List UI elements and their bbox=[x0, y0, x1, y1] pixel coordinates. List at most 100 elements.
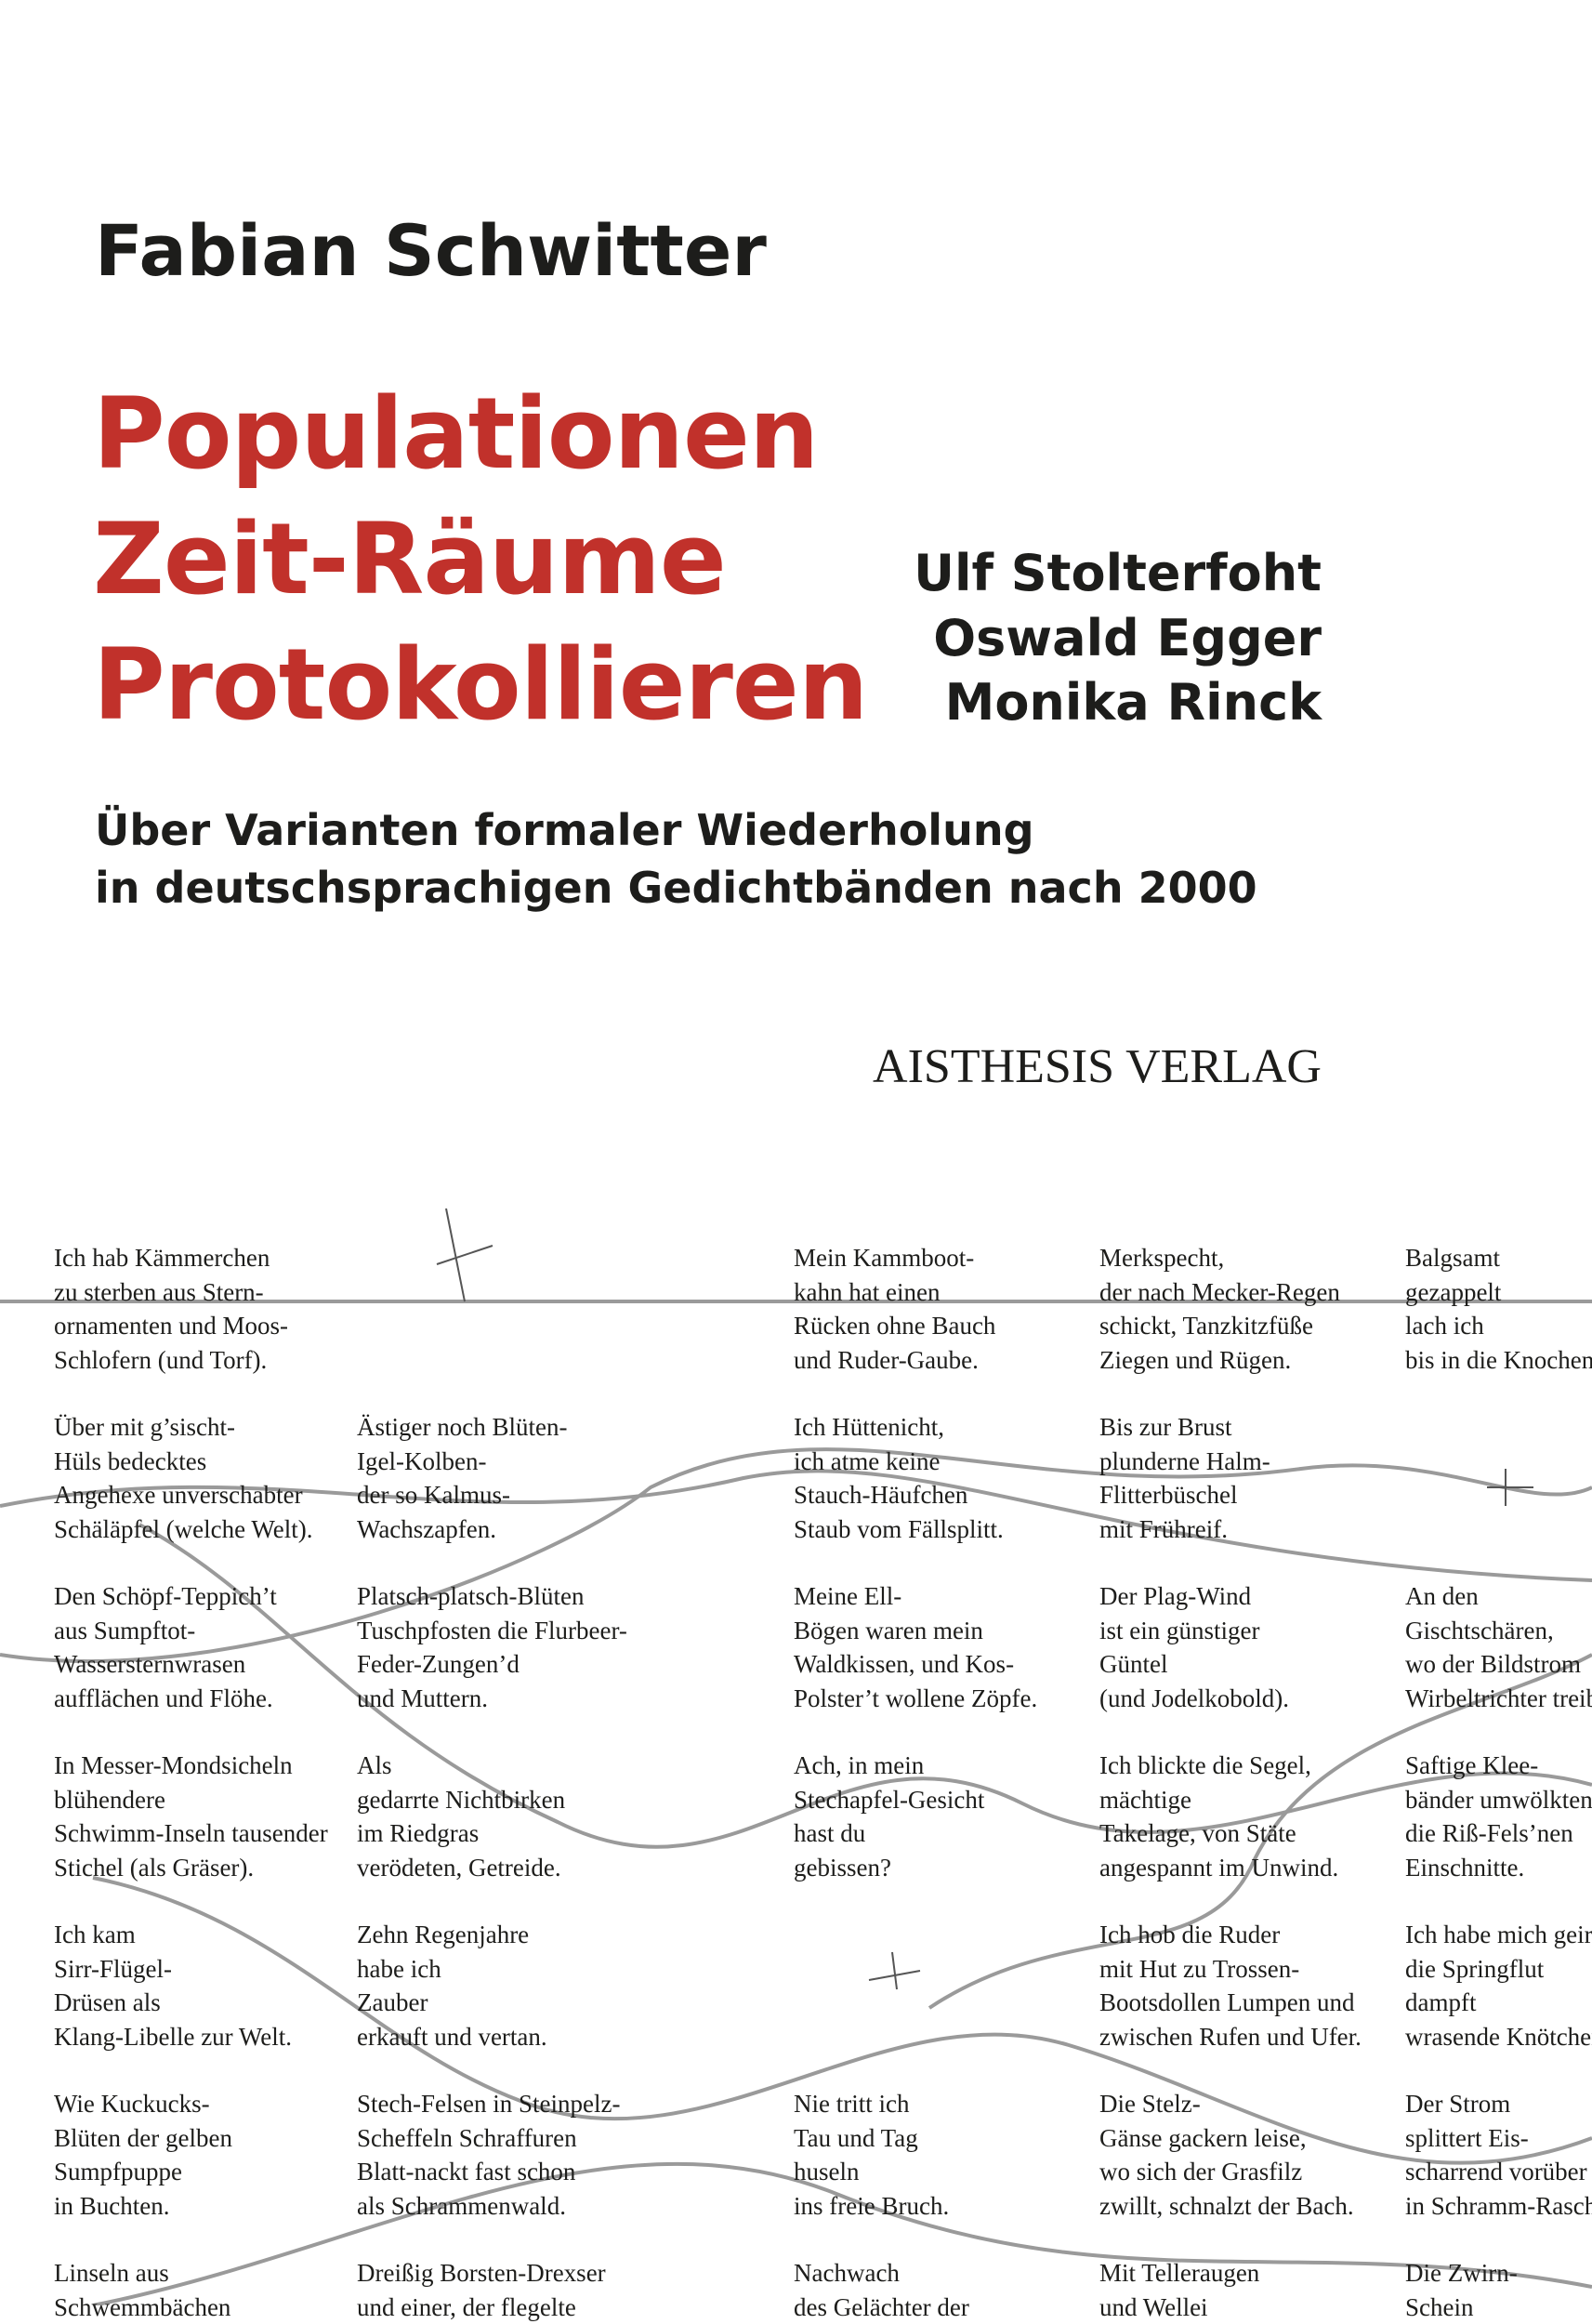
verse-line: Schein bbox=[1405, 2291, 1518, 2324]
verse-line: Stichel (als Gräser). bbox=[54, 1851, 328, 1885]
verse-line: Ich hob die Ruder bbox=[1099, 1918, 1362, 1952]
verse-line: Angehexe unverschabter bbox=[54, 1478, 312, 1512]
verse-line: Zauber bbox=[357, 1986, 547, 2020]
verse-line: Ich kam bbox=[54, 1918, 292, 1952]
verse-line: Ich Hüttenicht, bbox=[794, 1410, 1004, 1445]
verse-line: In Messer-Mondsicheln bbox=[54, 1749, 328, 1783]
verse-line: Hüls bedecktes bbox=[54, 1445, 312, 1479]
verse-line: in Schramm-Rasch bbox=[1405, 2189, 1592, 2224]
verse-line: Dreißig Borsten-Drexser bbox=[357, 2256, 606, 2291]
verse-line: Die Zwirn- bbox=[1405, 2256, 1518, 2291]
verse-line: zu sterben aus Stern- bbox=[54, 1275, 288, 1310]
verse-line: Nie tritt ich bbox=[794, 2087, 949, 2121]
verse-line: habe ich bbox=[357, 1952, 547, 1987]
verse-line: der so Kalmus- bbox=[357, 1478, 567, 1512]
verse-line: Wirbeltrichter treib bbox=[1405, 1682, 1592, 1716]
verse-line: schickt, Tanzkitzfüße bbox=[1099, 1309, 1340, 1343]
glyph bbox=[1487, 1469, 1533, 1506]
stanza: Stech-Felsen in Steinpelz-Scheffeln Schr… bbox=[357, 2087, 620, 2223]
verse-line: bis in die Knochen bbox=[1405, 1343, 1592, 1378]
stanza: Ästiger noch Blüten-Igel-Kolben-der so K… bbox=[357, 1410, 567, 1546]
verse-line: Scheffeln Schraffuren bbox=[357, 2121, 620, 2156]
verse-line: Bis zur Brust bbox=[1099, 1410, 1270, 1445]
verse-line: Die Stelz- bbox=[1099, 2087, 1354, 2121]
stanza: Die Stelz-Gänse gackern leise,wo sich de… bbox=[1099, 2087, 1354, 2223]
verse-line: als Schrammenwald. bbox=[357, 2189, 620, 2224]
verse-line: Takelage, von Stäte bbox=[1099, 1816, 1338, 1851]
verse-line: Der Plag-Wind bbox=[1099, 1579, 1289, 1614]
verse-line: ins freie Bruch. bbox=[794, 2189, 949, 2224]
verse-line: Gischtschären, bbox=[1405, 1614, 1592, 1648]
verse-line: (und Jodelkobold). bbox=[1099, 1682, 1289, 1716]
verse-line: Tau und Tag bbox=[794, 2121, 949, 2156]
verse-line: und Wellei bbox=[1099, 2291, 1259, 2324]
verse-line: plunderne Halm- bbox=[1099, 1445, 1270, 1479]
title-line: Zeit-Räume bbox=[93, 502, 726, 616]
verse-line: zwischen Rufen und Ufer. bbox=[1099, 2020, 1362, 2054]
verse-line: der nach Mecker-Regen bbox=[1099, 1275, 1340, 1310]
verse-line: Sumpfpuppe bbox=[54, 2155, 232, 2189]
verse-line: Bootsdollen Lumpen und bbox=[1099, 1986, 1362, 2020]
verse-line: mit Hut zu Trossen- bbox=[1099, 1952, 1362, 1987]
verse-line: Zehn Regenjahre bbox=[357, 1918, 547, 1952]
verse-line: Den Schöpf-Teppich’t bbox=[54, 1579, 277, 1614]
verse-line: Blüten der gelben bbox=[54, 2121, 232, 2156]
verse-line: Nachwach bbox=[794, 2256, 969, 2291]
verse-line: Waldkissen, und Kos- bbox=[794, 1647, 1037, 1682]
verse-line: lach ich bbox=[1405, 1309, 1592, 1343]
verse-line: Polster’t wollene Zöpfe. bbox=[794, 1682, 1037, 1716]
verse-line: An den bbox=[1405, 1579, 1592, 1614]
verse-line: Stechapfel-Gesicht bbox=[794, 1783, 984, 1817]
verse-line: angespannt im Unwind. bbox=[1099, 1851, 1338, 1885]
verse-line: Stauch-Häufchen bbox=[794, 1478, 1004, 1512]
verse-line: Sirr-Flügel- bbox=[54, 1952, 292, 1987]
verse-line: Stech-Felsen in Steinpelz- bbox=[357, 2087, 620, 2121]
verse-line: Saftige Klee- bbox=[1405, 1749, 1592, 1783]
verse-line: scharrend vorüber bbox=[1405, 2155, 1592, 2189]
verse-line: Als bbox=[357, 1749, 565, 1783]
verse-line: Balgsamt bbox=[1405, 1241, 1592, 1275]
poet: Oswald Egger bbox=[933, 609, 1322, 667]
verse-line: im Riedgras bbox=[357, 1816, 565, 1851]
verse-line: Linseln aus bbox=[54, 2256, 230, 2291]
verse-line: Flitterbüschel bbox=[1099, 1478, 1270, 1512]
verse-line: aufflächen und Flöhe. bbox=[54, 1682, 277, 1716]
title-line: Protokollieren bbox=[93, 627, 867, 742]
verse-line: ich atme keine bbox=[794, 1445, 1004, 1479]
verse-line: Ich habe mich geir bbox=[1405, 1918, 1592, 1952]
verse-line: Feder-Zungen’d bbox=[357, 1647, 627, 1682]
verse-line: gezappelt bbox=[1405, 1275, 1592, 1310]
verse-line: Rücken ohne Bauch bbox=[794, 1309, 995, 1343]
verse-line: Einschnitte. bbox=[1405, 1851, 1592, 1885]
verse-line: Schwemmbächen bbox=[54, 2291, 230, 2324]
verse-line: ist ein günstiger bbox=[1099, 1614, 1289, 1648]
verse-line: Gänse gackern leise, bbox=[1099, 2121, 1354, 2156]
verse-line: Schäläpfel (welche Welt). bbox=[54, 1512, 312, 1547]
poet: Monika Rinck bbox=[945, 673, 1322, 732]
verse-line: Drüsen als bbox=[54, 1986, 292, 2020]
glyph bbox=[869, 1952, 920, 1989]
verse-line: Platsch-platsch-Blüten bbox=[357, 1579, 627, 1614]
poet: Ulf Stolterfoht bbox=[914, 544, 1322, 602]
verse-line: Schlofern (und Torf). bbox=[54, 1343, 288, 1378]
verse-line: Wassersternwrasen bbox=[54, 1647, 277, 1682]
